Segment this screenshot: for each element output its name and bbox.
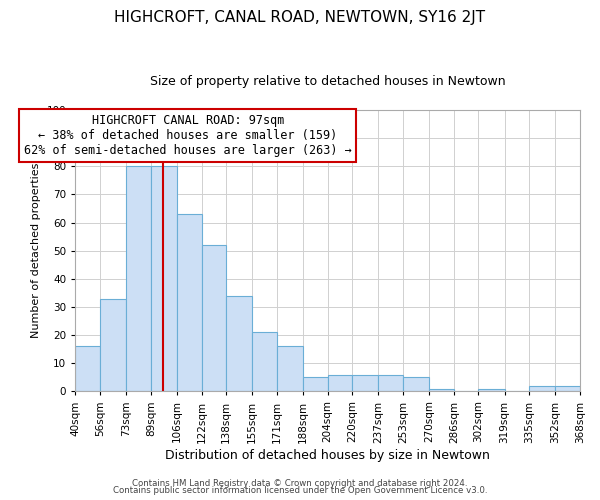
- Bar: [556, 386, 580, 392]
- Bar: [253, 332, 277, 392]
- Bar: [429, 388, 454, 392]
- Title: Size of property relative to detached houses in Newtown: Size of property relative to detached ho…: [150, 75, 506, 88]
- Bar: [126, 166, 151, 392]
- Bar: [277, 346, 303, 392]
- Text: Contains HM Land Registry data © Crown copyright and database right 2024.: Contains HM Land Registry data © Crown c…: [132, 478, 468, 488]
- Text: HIGHCROFT CANAL ROAD: 97sqm
← 38% of detached houses are smaller (159)
62% of se: HIGHCROFT CANAL ROAD: 97sqm ← 38% of det…: [24, 114, 352, 157]
- Text: HIGHCROFT, CANAL ROAD, NEWTOWN, SY16 2JT: HIGHCROFT, CANAL ROAD, NEWTOWN, SY16 2JT: [115, 10, 485, 25]
- Bar: [76, 346, 100, 392]
- Bar: [478, 388, 505, 392]
- Bar: [226, 296, 253, 392]
- Bar: [328, 374, 352, 392]
- Bar: [529, 386, 556, 392]
- Bar: [100, 298, 126, 392]
- Bar: [177, 214, 202, 392]
- Y-axis label: Number of detached properties: Number of detached properties: [31, 163, 41, 338]
- X-axis label: Distribution of detached houses by size in Newtown: Distribution of detached houses by size …: [165, 450, 490, 462]
- Bar: [151, 166, 177, 392]
- Text: Contains public sector information licensed under the Open Government Licence v3: Contains public sector information licen…: [113, 486, 487, 495]
- Bar: [303, 378, 328, 392]
- Bar: [379, 374, 403, 392]
- Bar: [352, 374, 379, 392]
- Bar: [403, 378, 429, 392]
- Bar: [202, 245, 226, 392]
